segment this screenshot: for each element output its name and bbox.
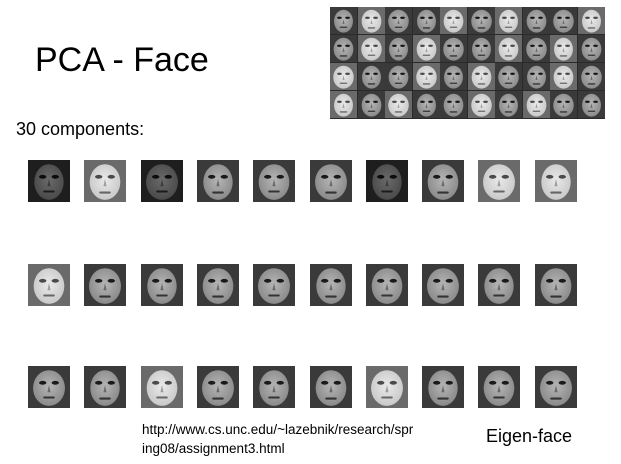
training-face-tile xyxy=(467,63,495,90)
eigenface-21 xyxy=(28,366,70,408)
eigenface-22 xyxy=(84,366,127,408)
training-face-tile xyxy=(330,35,357,62)
eigenface-5 xyxy=(253,160,296,202)
eigenface-10 xyxy=(534,160,577,202)
training-face-tile xyxy=(467,35,495,62)
components-label: 30 components: xyxy=(16,119,145,139)
training-face-tile xyxy=(550,63,577,90)
training-face-tile xyxy=(412,91,440,118)
training-face-tile xyxy=(357,91,385,118)
training-face-tile xyxy=(522,91,550,118)
eigenface-27 xyxy=(365,366,408,408)
training-face-tile xyxy=(495,35,522,62)
training-face-tile xyxy=(330,7,357,34)
training-face-tile xyxy=(467,91,495,118)
training-face-tile xyxy=(522,7,550,34)
training-face-tile xyxy=(412,63,440,90)
training-face-tile xyxy=(577,63,605,90)
eigenface-15 xyxy=(253,264,296,306)
eigenface-9 xyxy=(478,160,521,202)
eigenface-17 xyxy=(365,264,408,306)
slide-title: PCA - Face xyxy=(35,41,209,79)
eigenface-26 xyxy=(309,366,352,408)
eigenface-28 xyxy=(422,366,465,408)
eigenface-19 xyxy=(478,264,521,306)
eigenface-1 xyxy=(28,160,70,202)
training-face-tile xyxy=(522,35,550,62)
training-face-tile xyxy=(385,63,412,90)
eigenface-30 xyxy=(534,366,577,408)
training-face-tile xyxy=(495,63,522,90)
training-face-tile xyxy=(357,35,385,62)
training-face-tile xyxy=(577,35,605,62)
eigenface-29 xyxy=(478,366,521,408)
training-face-tile xyxy=(440,91,467,118)
training-face-tile xyxy=(495,7,522,34)
training-face-tile xyxy=(385,35,412,62)
eigenface-caption: Eigen-face xyxy=(486,426,573,446)
training-face-tile xyxy=(550,35,577,62)
training-face-tile xyxy=(440,35,467,62)
training-face-tile xyxy=(550,7,577,34)
training-face-tile xyxy=(522,63,550,90)
training-face-tile xyxy=(495,91,522,118)
training-face-mosaic xyxy=(330,7,605,119)
training-face-tile xyxy=(550,91,577,118)
training-face-tile xyxy=(577,7,605,34)
training-face-tile xyxy=(440,7,467,34)
source-url[interactable]: http://www.cs.unc.edu/~lazebnik/research… xyxy=(142,420,472,458)
training-face-tile xyxy=(467,7,495,34)
source-url-line-1[interactable]: http://www.cs.unc.edu/~lazebnik/research… xyxy=(142,422,414,437)
training-face-tile xyxy=(357,63,385,90)
eigenface-2 xyxy=(84,160,127,202)
training-face-tile xyxy=(330,91,357,118)
eigenface-14 xyxy=(196,264,239,306)
eigenface-25 xyxy=(253,366,296,408)
training-face-tile xyxy=(357,7,385,34)
training-face-tile xyxy=(385,7,412,34)
eigenface-13 xyxy=(140,264,183,306)
eigenface-24 xyxy=(196,366,239,408)
source-url-line-2[interactable]: ing08/assignment3.html xyxy=(142,441,285,456)
eigenface-4 xyxy=(196,160,239,202)
eigenface-20 xyxy=(534,264,577,306)
eigenface-16 xyxy=(309,264,352,306)
training-face-tile xyxy=(440,63,467,90)
eigenface-18 xyxy=(422,264,465,306)
training-face-tile xyxy=(385,91,412,118)
eigenface-11 xyxy=(28,264,70,306)
eigenface-6 xyxy=(309,160,352,202)
training-face-tile xyxy=(412,35,440,62)
training-face-tile xyxy=(577,91,605,118)
eigenface-8 xyxy=(422,160,465,202)
eigenface-12 xyxy=(84,264,127,306)
eigenface-3 xyxy=(140,160,183,202)
eigenface-7 xyxy=(365,160,408,202)
training-face-tile xyxy=(412,7,440,34)
eigenface-23 xyxy=(140,366,183,408)
training-face-tile xyxy=(330,63,357,90)
